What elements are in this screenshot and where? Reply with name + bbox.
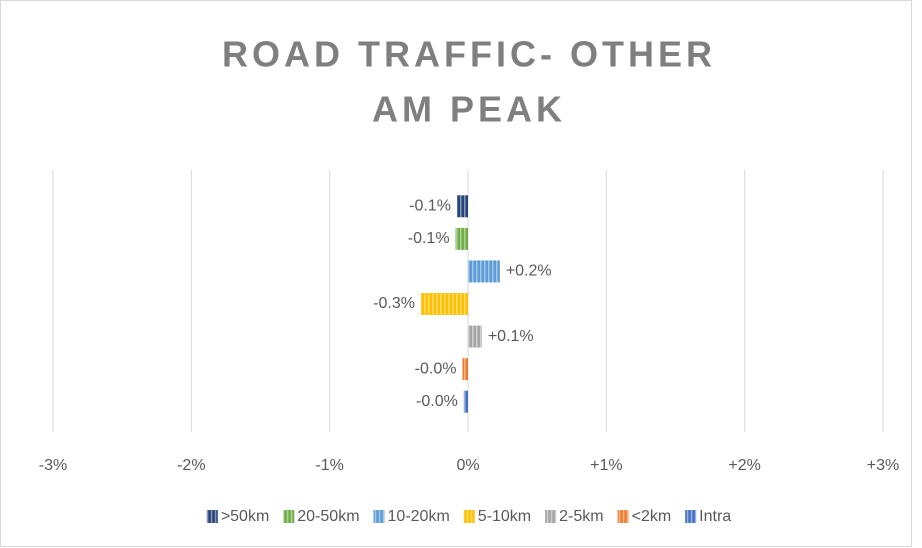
legend-label: <2km bbox=[632, 508, 672, 525]
value-label: +0.2% bbox=[506, 263, 552, 280]
x-tick-label: 0% bbox=[456, 457, 479, 474]
value-label: -0.0% bbox=[416, 393, 458, 410]
bar bbox=[455, 227, 468, 250]
value-label: -0.0% bbox=[415, 360, 457, 377]
legend-swatch bbox=[685, 510, 697, 523]
legend-label: 2-5km bbox=[559, 508, 603, 525]
value-label: +0.1% bbox=[488, 328, 534, 345]
legend-swatch bbox=[617, 510, 629, 523]
bar bbox=[462, 358, 468, 381]
x-tick-label: +1% bbox=[590, 457, 622, 474]
bar bbox=[456, 195, 468, 218]
legend-swatch bbox=[283, 510, 295, 523]
value-label: -0.1% bbox=[408, 230, 450, 247]
legend-swatch bbox=[373, 510, 385, 523]
bar bbox=[463, 390, 468, 413]
x-tick-label: -2% bbox=[177, 457, 205, 474]
bar bbox=[468, 260, 500, 283]
x-tick-label: +2% bbox=[728, 457, 760, 474]
x-tick-label: -3% bbox=[39, 457, 67, 474]
legend-swatch bbox=[545, 510, 557, 523]
legend: >50km 20-50km 10-20km 5-10km 2-5km <2km Intra bbox=[206, 508, 731, 525]
value-label: -0.3% bbox=[373, 295, 415, 312]
chart-title: AM PEAK bbox=[372, 89, 566, 130]
bar bbox=[468, 325, 482, 348]
legend-swatch bbox=[463, 510, 475, 523]
legend-swatch bbox=[206, 510, 218, 523]
legend-label: 10-20km bbox=[388, 508, 450, 525]
chart-title: ROAD TRAFFIC- OTHER bbox=[222, 34, 716, 75]
legend-label: 5-10km bbox=[478, 508, 531, 525]
legend-label: 20-50km bbox=[297, 508, 359, 525]
bar bbox=[420, 293, 468, 315]
x-tick-label: -1% bbox=[315, 457, 343, 474]
value-label: -0.1% bbox=[409, 198, 451, 215]
legend-label: Intra bbox=[699, 508, 731, 525]
legend-label: >50km bbox=[221, 508, 269, 525]
x-tick-label: +3% bbox=[867, 457, 899, 474]
